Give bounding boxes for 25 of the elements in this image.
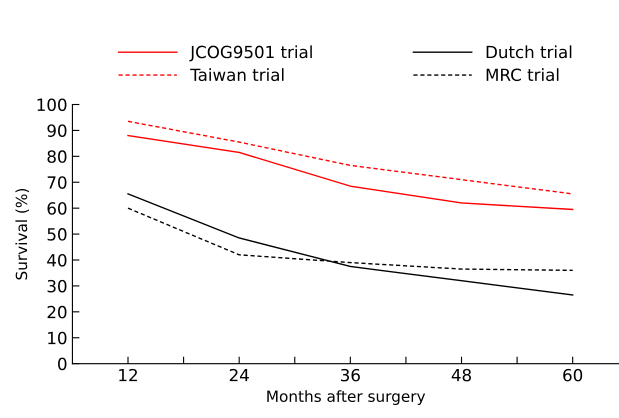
y-tick-label: 60 [48, 202, 66, 215]
legend-label: Dutch trial [486, 45, 572, 58]
y-tick-label: 0 [58, 358, 66, 370]
x-tick-label: 24 [230, 368, 249, 382]
x-axis-title: Months after surgery [267, 390, 426, 405]
line-series [127, 120, 574, 195]
y-axis-title: Survival (%) [15, 188, 30, 280]
legend-label: Taiwan trial [190, 68, 284, 82]
line-series [127, 193, 574, 296]
y-tick-label: 80 [47, 150, 66, 163]
y-tick-label: 100 [38, 98, 66, 112]
legend-label: JCOG9501 trial [189, 45, 312, 62]
y-tick-label: 70 [48, 176, 66, 189]
line-series [127, 134, 574, 210]
y-tick-label: 30 [48, 280, 66, 292]
x-tick-label: 12 [119, 368, 137, 382]
x-tick-label: 60 [563, 368, 582, 382]
x-tick-label: 36 [341, 368, 360, 382]
x-tick-label: 48 [452, 368, 471, 382]
y-tick-label: 20 [48, 306, 66, 318]
legend-label: MRC trial [486, 68, 558, 82]
y-tick-label: 40 [47, 254, 66, 267]
y-tick-label: 50 [48, 228, 66, 241]
y-tick-label: 90 [47, 124, 66, 137]
y-tick-label: 10 [48, 332, 66, 344]
